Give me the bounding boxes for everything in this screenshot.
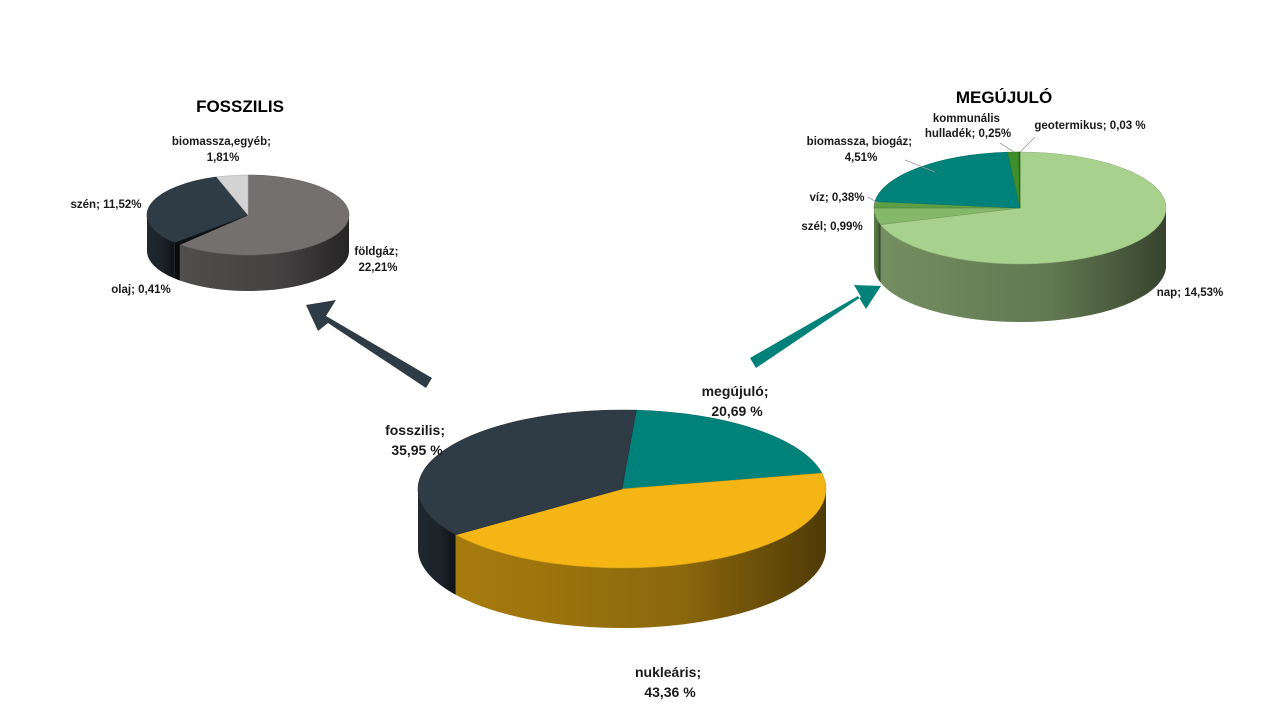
leader-line-biomassza-biogaz: [904, 159, 936, 173]
megujulo-pie-side-shade-nap: [880, 208, 1166, 322]
megujulo-pie-slice-geotermikus: [1018, 151, 1021, 209]
megujulo-pie-slice-biomassza-biogaz: [874, 151, 1021, 209]
data-label-nuklearis: nukleáris; 43,36 %: [635, 664, 705, 700]
megujulo-pie-slice-nap: [879, 151, 1167, 265]
data-label-szel: szél; 0,99%: [801, 221, 862, 233]
data-label-nap: nap; 14,53%: [1157, 287, 1223, 299]
data-label-geotermikus: geotermikus; 0,03 %: [1034, 120, 1145, 132]
main-pie-slice-nuklearis: [454, 472, 827, 569]
fosszilis-pie-chart: [146, 174, 350, 291]
leader-line-kommunalis: [999, 142, 1015, 153]
data-label-kommunalis-hulladek: kommunális hulladék; 0,25%: [925, 113, 1011, 140]
fosszilis-pie-slice-biomassza-egyeb: [216, 174, 249, 216]
data-label-szen: szén; 11,52%: [71, 199, 142, 211]
main-pie-slice-fosszilis: [417, 409, 637, 536]
fosszilis-pie-side-shade-foldgaz: [179, 215, 349, 291]
fosszilis-chart-title: FOSSZILIS: [196, 97, 284, 116]
main-pie-side-shade-nuklearis: [455, 489, 826, 629]
fosszilis-pie-side-shade-szen: [147, 215, 175, 279]
megujulo-pie-chart: [873, 151, 1167, 322]
data-label-biomassza-egyeb: biomassza,egyéb; 1,81%: [172, 136, 274, 164]
leader-line-geotermikus: [1019, 136, 1036, 153]
main-pie-slice-megujulo: [621, 409, 823, 490]
data-label-viz: víz; 0,38%: [810, 192, 865, 204]
leader-line-viz: [867, 196, 879, 204]
data-label-megujulo: megújuló; 20,69 %: [702, 383, 773, 419]
data-label-fosszilis: fosszilis; 35,95 %: [385, 422, 449, 458]
fosszilis-pie-side-shade-olaj: [174, 242, 180, 281]
megujulo-chart-title: MEGÚJULÓ: [956, 88, 1052, 107]
arrow-to-fosszilis: [306, 300, 432, 388]
fosszilis-pie-slice-foldgaz: [179, 174, 350, 256]
arrow-to-megujulo: [750, 285, 881, 368]
megujulo-pie-side-shade-szel: [874, 208, 881, 283]
data-label-olaj: olaj; 0,41%: [111, 284, 170, 296]
data-label-foldgaz: földgáz; 22,21%: [354, 246, 401, 274]
main-pie-side-shade-fosszilis: [418, 489, 456, 595]
fosszilis-pie-slice-szen: [146, 176, 249, 243]
data-label-biomassza-biogaz: biomassza, biogáz; 4,51%: [807, 136, 916, 164]
main-pie-chart: [417, 409, 827, 629]
